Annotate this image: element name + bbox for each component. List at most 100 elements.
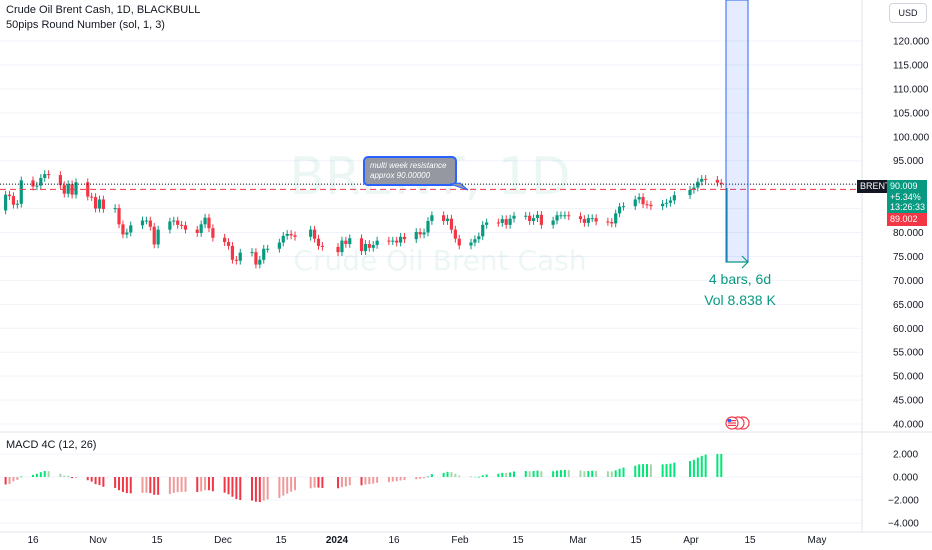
macd-axis: 2.000 0.000 −2.000 −4.000: [888, 450, 919, 530]
candle: [234, 255, 238, 265]
macd-bar: [114, 477, 117, 488]
price-tick-label: 40.000: [893, 420, 924, 431]
time-tick-label: May: [808, 535, 827, 546]
macd-bar: [399, 477, 402, 481]
candle: [524, 211, 528, 220]
us-flag-icon[interactable]: [722, 416, 750, 430]
candle: [485, 218, 489, 229]
candle: [496, 218, 500, 227]
macd-bar: [313, 477, 316, 488]
currency-button[interactable]: USD: [889, 3, 927, 23]
macd-bar: [47, 471, 50, 477]
macd-bar: [290, 477, 293, 492]
time-tick-label: Mar: [569, 535, 587, 546]
current-price: 90.009: [890, 181, 918, 191]
candle: [226, 238, 231, 250]
candle: [74, 178, 78, 199]
macd-bar: [458, 475, 461, 477]
macd-bar: [321, 477, 324, 488]
macd-bar: [673, 462, 676, 477]
candle: [582, 215, 587, 227]
candle: [535, 210, 540, 222]
candle: [539, 210, 543, 229]
candle: [121, 220, 125, 239]
candle: [180, 221, 184, 230]
macd-bar: [121, 477, 124, 492]
macd-tick-label: 0.000: [893, 473, 918, 484]
price-tick-label: 50.000: [893, 372, 924, 383]
macd-bar: [559, 470, 562, 477]
candle: [58, 171, 62, 189]
macd-bar: [395, 477, 398, 482]
candle: [7, 190, 12, 200]
macd-bar: [32, 474, 34, 477]
macd-bar: [556, 470, 559, 477]
candle: [117, 204, 121, 229]
candle: [156, 225, 160, 249]
candle: [500, 215, 504, 227]
candle: [348, 234, 352, 248]
macd-bar: [454, 473, 457, 477]
macd-bar: [446, 471, 449, 477]
macd-bar: [689, 461, 691, 477]
macd-bar: [552, 471, 555, 477]
candle: [688, 186, 692, 199]
macd-bar: [4, 477, 7, 485]
macd-bar: [254, 477, 257, 502]
price-tick-label: 70.000: [893, 276, 924, 287]
macd-bar: [368, 477, 371, 485]
resistance-note[interactable]: multi week resistance approx 90.00000: [363, 156, 457, 186]
candle: [199, 220, 203, 237]
note-pointer: [450, 182, 469, 191]
macd-bar: [71, 477, 74, 479]
candle: [715, 176, 719, 187]
macd-bar: [39, 472, 42, 477]
macd-bar: [579, 470, 582, 477]
price-tick-label: 105.000: [893, 108, 930, 119]
candle: [266, 244, 270, 253]
candle: [645, 200, 649, 209]
candle: [66, 180, 70, 198]
macd-bar: [266, 477, 269, 500]
candle: [473, 235, 477, 247]
price-tick-label: 45.000: [893, 396, 924, 407]
candles: [4, 170, 723, 269]
candle: [672, 191, 676, 205]
macd-bar: [665, 464, 668, 477]
candle: [285, 230, 289, 240]
candle: [113, 204, 117, 213]
macd-bar: [8, 477, 11, 484]
macd-bar: [661, 464, 664, 477]
macd-tick-label: −4.000: [888, 519, 919, 530]
candle: [93, 193, 98, 213]
price-tick-label: 55.000: [893, 348, 924, 359]
candle: [140, 216, 145, 230]
candle: [19, 176, 23, 208]
candle: [168, 217, 172, 234]
macd-bar: [614, 470, 617, 477]
candle: [399, 232, 403, 247]
macd-bar: [98, 477, 101, 486]
candle: [649, 200, 653, 210]
macd-bar: [102, 477, 105, 487]
macd-bar: [207, 477, 210, 491]
price-change: +5.34%: [890, 191, 921, 202]
candle: [258, 255, 262, 269]
symbol-tag: BRENT: [857, 180, 894, 193]
macd-bar: [505, 472, 508, 477]
macd-bar: [473, 476, 476, 478]
candle: [704, 175, 708, 184]
candle: [422, 228, 426, 239]
macd-bar: [567, 470, 570, 477]
candle: [336, 243, 340, 256]
candle: [375, 236, 379, 249]
macd-bar: [153, 477, 156, 495]
candle: [148, 216, 152, 231]
date-range-box[interactable]: [725, 0, 749, 263]
measure-volume: Vol 8.838 K: [704, 292, 776, 308]
macd-bar: [129, 477, 132, 494]
candle: [719, 178, 723, 188]
candle: [203, 213, 207, 229]
macd-bar: [43, 471, 46, 477]
